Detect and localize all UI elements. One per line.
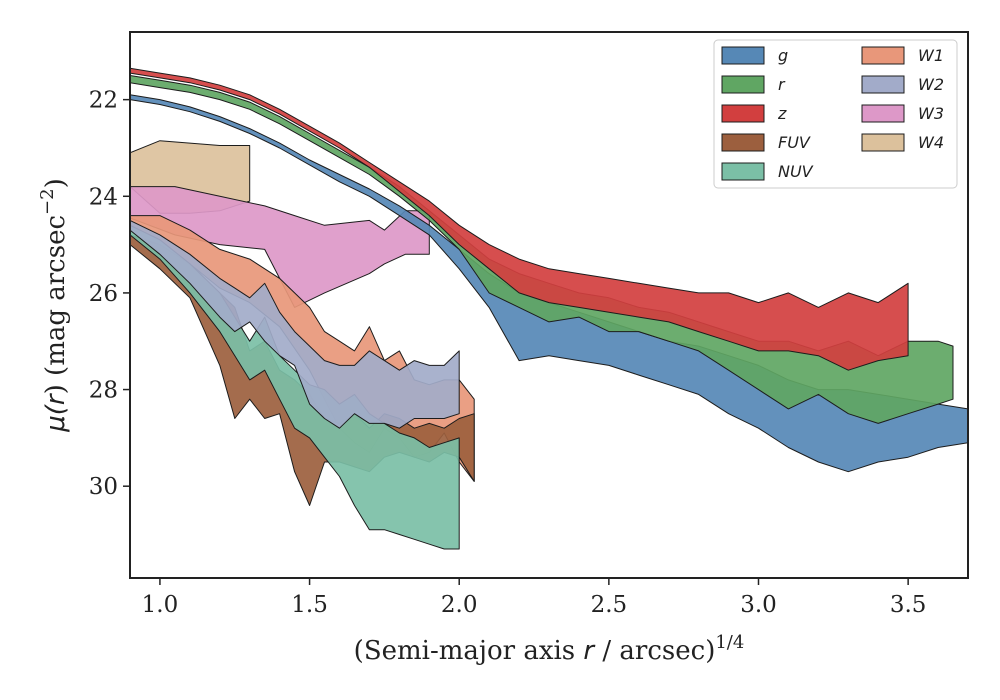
x-tick-label: 3.5 xyxy=(890,592,927,618)
band-w3 xyxy=(130,186,430,308)
legend-swatch-g xyxy=(721,46,765,65)
x-tick-label: 1.5 xyxy=(291,592,328,618)
plot-frame xyxy=(129,31,969,579)
x-tick-label: 1.0 xyxy=(142,592,179,618)
y-tick-label: 22 xyxy=(89,88,118,114)
legend: grz FUV NUV W1 W2 W3 W4 xyxy=(713,39,958,189)
legend-swatch-w1 xyxy=(861,46,905,65)
legend-label-w1: W1 xyxy=(918,46,944,65)
legend-label-w2: W2 xyxy=(918,75,944,94)
x-axis: 1.0 1.5 2.0 2.5 3.0 3.5 xyxy=(142,578,927,618)
y-axis: 22 24 26 28 30 xyxy=(89,88,130,500)
x-tick-label: 3.0 xyxy=(740,592,777,618)
legend-label-w3: W3 xyxy=(918,104,944,123)
y-tick-label: 28 xyxy=(89,378,118,404)
legend-swatch-r xyxy=(721,75,765,94)
legend-swatch-w3 xyxy=(861,104,905,123)
band-z xyxy=(130,67,909,371)
legend-label-w4: W4 xyxy=(918,133,944,152)
y-tick-label: 24 xyxy=(89,184,118,210)
y-tick-label: 30 xyxy=(89,474,118,500)
series-layer xyxy=(130,67,968,550)
legend-swatch-nuv xyxy=(721,162,765,181)
x-tick-label: 2.0 xyxy=(441,592,478,618)
legend-swatch-fuv xyxy=(721,133,765,152)
legend-label-nuv: NUV xyxy=(778,162,814,181)
legend-label-fuv: FUV xyxy=(778,133,811,152)
legend-swatch-w4 xyxy=(861,133,905,152)
legend-label-r: r xyxy=(778,75,786,94)
legend-swatch-z xyxy=(721,104,765,123)
legend-swatch-w2 xyxy=(861,75,905,94)
y-axis-label: μ(r) (mag arcsec−2) xyxy=(37,178,71,433)
band-w2 xyxy=(130,219,460,429)
y-tick-label: 26 xyxy=(89,281,118,307)
legend-label-g: g xyxy=(778,46,788,65)
x-axis-label: (Semi-major axis r / arcsec)1/4 xyxy=(354,632,745,666)
x-tick-label: 2.5 xyxy=(591,592,628,618)
legend-label-z: z xyxy=(777,104,787,123)
